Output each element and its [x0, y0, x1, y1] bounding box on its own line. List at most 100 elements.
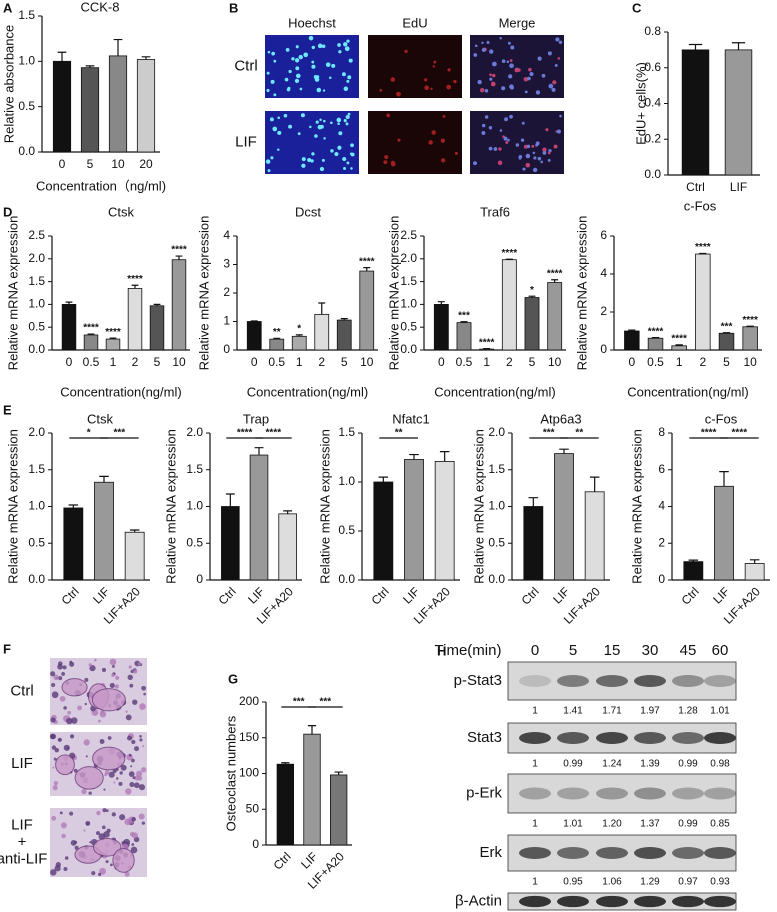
cell-nucleus [347, 75, 352, 80]
stained-cell [53, 674, 59, 681]
stained-cell [105, 860, 109, 864]
bar [744, 563, 765, 581]
cell-nucleus [300, 113, 305, 118]
cell-nucleus [350, 152, 355, 157]
stained-cell [77, 705, 82, 711]
stained-cell [108, 771, 115, 778]
cell-nucleus [336, 117, 342, 123]
blot-band [634, 732, 666, 744]
x-tick-label: 0 [628, 355, 635, 369]
stained-cell [128, 753, 132, 757]
error-bar [559, 448, 569, 454]
cell-nucleus [477, 79, 482, 85]
bar [683, 561, 704, 581]
cell-nucleus [330, 149, 334, 153]
stained-cell [63, 866, 68, 871]
error-bar [141, 56, 151, 60]
stained-cell [119, 814, 126, 821]
stained-cell [131, 816, 136, 822]
significance: *** [721, 321, 733, 332]
chart-title: Atp6a3 [540, 411, 581, 426]
cell-nucleus [270, 156, 274, 160]
x-tick-label: 2 [699, 355, 706, 369]
cell-nucleus [542, 147, 547, 152]
cell-nucleus [515, 143, 520, 147]
cell-nucleus [481, 131, 486, 135]
stained-cell [143, 692, 146, 696]
blot-band [557, 787, 589, 800]
cell-nucleus [424, 78, 428, 82]
y-tick-label: 0.5 [338, 523, 355, 537]
x-tick-label: LIF [730, 180, 747, 194]
y-tick-label: 0.5 [18, 99, 35, 113]
cell-nucleus [266, 71, 270, 75]
chart-title: CCK-8 [80, 0, 119, 14]
band-ratio: 1.39 [640, 759, 660, 770]
significance: **** [171, 245, 187, 256]
significance: **** [671, 334, 687, 345]
error-bar [273, 337, 281, 340]
blot-band [557, 675, 589, 687]
stained-cell [89, 665, 96, 672]
cell-nucleus [559, 114, 562, 118]
stained-cell [109, 658, 117, 666]
cell-nucleus [321, 44, 326, 48]
stained-cell [50, 671, 56, 677]
band-ratio: 1.37 [640, 819, 660, 830]
stained-cell [70, 717, 78, 724]
stained-cell [91, 871, 96, 876]
blot-band [634, 675, 666, 687]
cell-nucleus [386, 113, 391, 118]
cell-nucleus [298, 54, 303, 60]
cell-nucleus [509, 59, 513, 62]
y-tick-label: 4 [600, 266, 607, 280]
error-bar [528, 295, 536, 298]
y-axis-label: Relative mRNA expression [196, 216, 211, 371]
y-tick-label: 1.5 [28, 462, 45, 476]
x-tick-label: 0.5 [456, 355, 473, 369]
stained-cell [88, 791, 92, 795]
bar [695, 253, 711, 351]
stained-cell [88, 663, 93, 667]
y-tick-label: 2.0 [488, 425, 505, 439]
error-bar [363, 267, 371, 272]
bar [246, 321, 262, 351]
cell-nucleus [301, 157, 306, 162]
panel-letter: D [3, 204, 12, 219]
chart-title: c-Fos [684, 198, 717, 213]
bar [303, 733, 321, 846]
cell-nucleus [533, 156, 537, 160]
x-tick-label: 5 [341, 355, 348, 369]
x-tick-label: 0 [251, 355, 258, 369]
stained-cell [131, 758, 135, 763]
bar [647, 337, 664, 351]
cell-nucleus [453, 79, 457, 84]
x-axis-label: Concentration(ng/ml) [60, 384, 181, 399]
x-tick-label: 20 [139, 157, 153, 171]
cell-nucleus [338, 50, 342, 54]
significance: **** [359, 256, 375, 267]
x-tick-label: Ctrl [271, 849, 294, 872]
error-bar [688, 559, 699, 562]
cell-nucleus [504, 117, 509, 122]
stained-cell [127, 674, 133, 681]
cell-nucleus [341, 72, 346, 77]
significance: ** [273, 327, 281, 338]
stained-cell [85, 820, 91, 826]
bar [724, 49, 753, 176]
cell-nucleus [558, 40, 563, 44]
error-bar [109, 337, 117, 340]
cell-nucleus [295, 66, 300, 71]
bar [149, 305, 165, 351]
row-label: Ctrl [10, 682, 33, 699]
significance: **** [237, 428, 253, 439]
stained-cell [131, 832, 138, 839]
band-ratio: 0.98 [710, 759, 730, 770]
cell-nucleus [277, 116, 281, 120]
stained-cell [61, 672, 66, 676]
stained-cell [111, 812, 116, 817]
cell-nucleus [548, 149, 552, 153]
band-ratio: 0.99 [678, 819, 698, 830]
cell-nucleus [556, 129, 562, 134]
osteoclast [92, 838, 122, 857]
